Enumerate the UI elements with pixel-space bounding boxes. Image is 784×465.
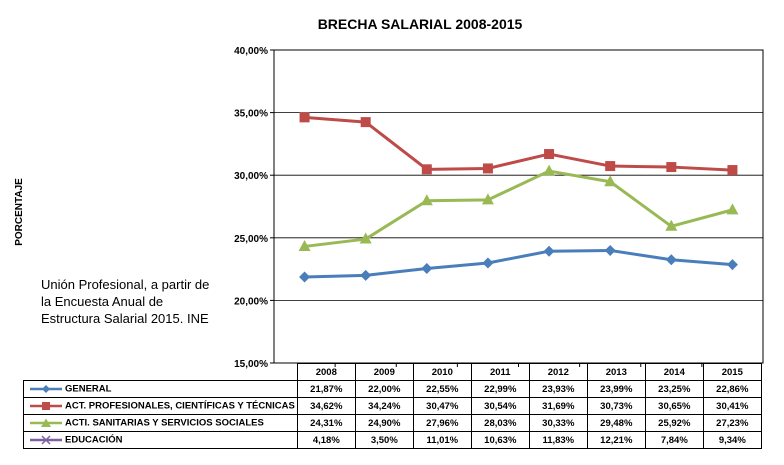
data-table: 2008 2009 2010 2011 2012 2013 2014 2015 … (23, 363, 762, 449)
table-cell: 22,55% (412, 380, 472, 398)
data-point (421, 262, 433, 274)
series-name: ACT. PROFESIONALES, CIENTÍFICAS Y TÉCNIC… (65, 400, 295, 412)
table-cell: 27,23% (702, 414, 762, 432)
table-cell: 23,99% (586, 380, 646, 398)
data-point (482, 257, 494, 269)
chart-title: BRECHA SALARIAL 2008-2015 (318, 16, 523, 32)
data-point (543, 164, 556, 176)
table-cell: 30,54% (470, 397, 530, 415)
table-corner (23, 363, 298, 381)
table-row: ACTI. SANITARIAS Y SERVICIOS SOCIALES 24… (23, 414, 762, 432)
series-label: GENERAL (23, 380, 298, 398)
data-point (420, 194, 433, 206)
data-point (299, 271, 311, 283)
legend-key-general (30, 385, 62, 393)
data-point (726, 203, 739, 215)
year-header: 2010 (412, 363, 472, 381)
y-tick-label: 40,00% (234, 46, 268, 57)
table-cell: 27,96% (412, 414, 472, 432)
table-cell: 11,01% (412, 431, 472, 449)
plot-frame (273, 49, 764, 364)
table-cell: 28,03% (470, 414, 530, 432)
data-point (298, 239, 311, 251)
data-point (482, 163, 493, 174)
series-name: EDUCACIÓN (65, 434, 123, 446)
y-tick-label: 30,00% (234, 171, 268, 182)
year-header: 2009 (354, 363, 414, 381)
data-point (605, 161, 616, 172)
series-line-0 (304, 248, 733, 279)
data-point (359, 232, 372, 244)
legend-key-profesionales (30, 402, 62, 410)
data-point (360, 269, 372, 281)
table-row: EDUCACIÓN 4,18% 3,50% 11,01% 10,63% 11,8… (23, 431, 762, 449)
table-cell: 30,65% (644, 397, 704, 415)
data-point (481, 193, 494, 205)
table-cell: 4,18% (296, 431, 356, 449)
table-row: GENERAL 21,87% 22,00% 22,55% 22,99% 23,9… (23, 380, 762, 398)
y-tick-label: 35,00% (234, 109, 268, 120)
year-header: 2013 (586, 363, 646, 381)
table-cell: 12,21% (586, 431, 646, 449)
table-cell: 23,25% (644, 380, 704, 398)
table-cell: 30,33% (528, 414, 588, 432)
data-point (543, 245, 555, 257)
year-header: 2015 (702, 363, 762, 381)
table-cell: 25,92% (644, 414, 704, 432)
table-cell: 29,48% (586, 414, 646, 432)
data-point (666, 162, 677, 173)
data-point (665, 254, 677, 266)
y-tick-label: 25,00% (234, 234, 268, 245)
table-cell: 34,62% (296, 397, 356, 415)
year-header: 2014 (644, 363, 704, 381)
data-point (665, 219, 678, 231)
table-cell: 22,86% (702, 380, 762, 398)
year-header: 2011 (470, 363, 530, 381)
y-tick-labels: 15,00%20,00%25,00%30,00%35,00%40,00% (234, 46, 268, 370)
table-cell: 30,47% (412, 397, 472, 415)
table-cell: 11,83% (528, 431, 588, 449)
series-name: ACTI. SANITARIAS Y SERVICIOS SOCIALES (65, 417, 264, 429)
series-layer (298, 112, 739, 283)
table-cell: 22,99% (470, 380, 530, 398)
data-point (726, 259, 738, 271)
table-header-row: 2008 2009 2010 2011 2012 2013 2014 2015 (23, 363, 762, 381)
table-cell: 30,73% (586, 397, 646, 415)
gridlines (270, 49, 763, 367)
table-cell: 34,24% (354, 397, 414, 415)
legend-key-educacion (30, 435, 62, 445)
table-cell: 24,31% (296, 414, 356, 432)
year-header: 2008 (296, 363, 356, 381)
table-cell: 3,50% (354, 431, 414, 449)
series-line-1 (304, 115, 733, 172)
table-cell: 22,00% (354, 380, 414, 398)
y-axis-label: PORCENTAJE (14, 178, 25, 246)
series-label: EDUCACIÓN (23, 431, 298, 449)
data-point (360, 117, 371, 128)
data-point (421, 164, 432, 175)
series-label: ACT. PROFESIONALES, CIENTÍFICAS Y TÉCNIC… (23, 397, 298, 415)
data-point (727, 165, 738, 176)
table-cell: 10,63% (470, 431, 530, 449)
legend-key-sanitarias (30, 418, 62, 427)
series-name: GENERAL (65, 383, 112, 395)
y-tick-label: 20,00% (234, 296, 268, 307)
table-cell: 31,69% (528, 397, 588, 415)
series-line-2 (304, 169, 733, 248)
data-point (544, 149, 555, 160)
year-header: 2012 (528, 363, 588, 381)
series-label: ACTI. SANITARIAS Y SERVICIOS SOCIALES (23, 414, 298, 432)
table-row: ACT. PROFESIONALES, CIENTÍFICAS Y TÉCNIC… (23, 397, 762, 415)
table-cell: 24,90% (354, 414, 414, 432)
data-point (604, 175, 617, 187)
source-note: Unión Profesional, a partir de la Encues… (41, 277, 210, 326)
data-point (299, 112, 310, 123)
table-cell: 9,34% (702, 431, 762, 449)
data-point (604, 244, 616, 256)
table-cell: 23,93% (528, 380, 588, 398)
table-cell: 21,87% (296, 380, 356, 398)
table-cell: 30,41% (702, 397, 762, 415)
table-cell: 7,84% (644, 431, 704, 449)
